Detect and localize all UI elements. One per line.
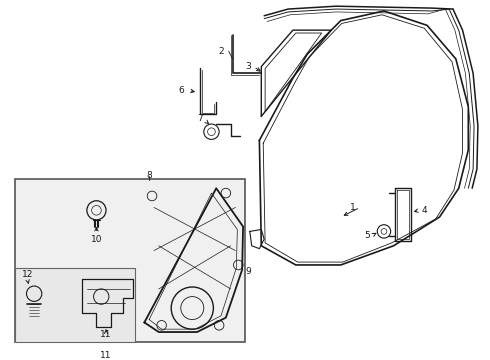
Text: 3: 3 (245, 62, 251, 71)
Text: 5: 5 (364, 231, 369, 240)
Text: 2: 2 (218, 47, 224, 56)
Text: 8: 8 (147, 171, 152, 180)
Text: 12: 12 (22, 270, 33, 279)
Text: 1: 1 (350, 203, 356, 212)
Text: 7: 7 (197, 114, 203, 123)
Text: 11: 11 (100, 330, 112, 339)
Text: 10: 10 (91, 235, 102, 244)
Text: 6: 6 (178, 86, 184, 95)
Text: 9: 9 (245, 267, 251, 276)
Text: 4: 4 (421, 206, 427, 215)
Bar (15, 179, 245, 342)
Text: 11: 11 (100, 351, 112, 360)
Bar (15, 268, 135, 342)
